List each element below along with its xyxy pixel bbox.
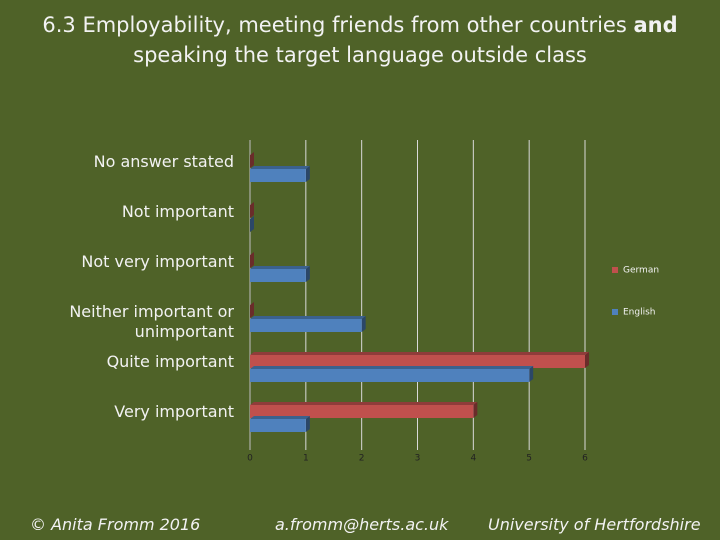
legend-label: German — [623, 266, 659, 276]
bar-top — [250, 316, 366, 319]
bar-side — [305, 416, 310, 432]
bar-face — [250, 169, 306, 182]
bar — [250, 416, 310, 432]
x-tick-label: 3 — [415, 454, 421, 464]
y-tick-label: Quite important — [106, 352, 234, 371]
bar — [250, 316, 366, 332]
bar-face — [250, 269, 306, 282]
slide-title: 6.3 Employability, meeting friends from … — [20, 10, 700, 70]
bar — [250, 202, 254, 218]
bar-side — [305, 166, 310, 182]
bar-side — [361, 316, 366, 332]
bar-face — [250, 369, 530, 382]
y-tick-label: Very important — [114, 402, 234, 421]
y-tick-label: Not very important — [81, 252, 234, 271]
legend-key — [612, 309, 618, 315]
bar-face — [250, 319, 362, 332]
bar-side — [250, 216, 254, 232]
legend-key — [612, 267, 618, 273]
bar-top — [250, 352, 589, 355]
bar-top — [250, 402, 478, 405]
bar — [250, 352, 589, 368]
title-part: and — [633, 13, 678, 37]
footer-center: a.fromm@herts.ac.uk — [275, 515, 449, 534]
bar — [250, 302, 254, 318]
bar-face — [250, 355, 585, 368]
y-tick-label: Not important — [121, 202, 234, 221]
bar — [250, 266, 310, 282]
x-tick-label: 1 — [303, 454, 309, 464]
bar — [250, 152, 254, 168]
bar-side — [250, 202, 254, 218]
title-part: speaking the target language outside cla… — [133, 43, 587, 67]
footer-left: © Anita Fromm 2016 — [30, 515, 201, 534]
bar-side — [250, 302, 254, 318]
x-tick-label: 5 — [526, 454, 532, 464]
bar-side — [250, 152, 254, 168]
bar — [250, 252, 254, 268]
x-tick-label: 4 — [470, 454, 476, 464]
bar-side — [473, 402, 478, 418]
bar-side — [305, 266, 310, 282]
bar-top — [250, 166, 310, 169]
legend-label: English — [623, 308, 656, 318]
bar — [250, 166, 310, 182]
y-tick-label: Neither important or unimportant — [69, 302, 234, 341]
bar-top — [250, 416, 310, 419]
bar-side — [529, 366, 534, 382]
x-tick-label: 6 — [582, 454, 588, 464]
x-tick-label: 0 — [247, 454, 253, 464]
bar — [250, 216, 254, 232]
bar-side — [585, 352, 589, 368]
bar — [250, 366, 534, 382]
x-tick-label: 2 — [359, 454, 365, 464]
bar-top — [250, 266, 310, 269]
bar-face — [250, 405, 474, 418]
title-part: 6.3 Employability, meeting friends from … — [42, 13, 634, 37]
footer-right: University of Hertfordshire — [488, 515, 701, 534]
bar — [250, 402, 478, 418]
bar-side — [250, 252, 254, 268]
bar-top — [250, 366, 534, 369]
bar-face — [250, 419, 306, 432]
y-tick-label: No answer stated — [93, 152, 234, 171]
